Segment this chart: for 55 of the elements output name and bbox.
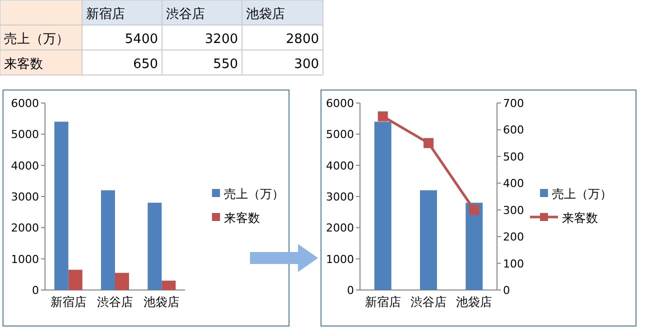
data-label: 2800	[286, 32, 319, 47]
y-tick-label: 2000	[326, 222, 354, 235]
bar	[162, 280, 176, 290]
x-tick-label: 渋谷店	[97, 295, 133, 309]
data-label: 5400	[124, 32, 158, 47]
bar	[420, 190, 437, 290]
bar	[101, 190, 115, 290]
data-label: 300	[294, 57, 319, 72]
bar	[68, 270, 82, 290]
y2-tick-label: 0	[503, 284, 510, 297]
y-tick-label: 6000	[11, 97, 39, 110]
bar	[466, 202, 483, 290]
x-tick-label: 池袋店	[144, 295, 180, 309]
x-tick-label: 新宿店	[50, 295, 86, 309]
y-tick-label: 0	[347, 284, 354, 297]
data-label: 3200	[204, 32, 238, 47]
y-tick-label: 1000	[326, 252, 354, 266]
y2-tick-label: 200	[503, 230, 524, 244]
y-tick-label: 3000	[11, 190, 39, 204]
y-tick-label: 6000	[326, 97, 354, 110]
legend-label: 来客数	[562, 211, 598, 225]
y-tick-label: 4000	[326, 159, 354, 172]
x-tick-label: 池袋店	[456, 295, 492, 309]
point	[424, 138, 434, 148]
y-tick-label: 3000	[326, 190, 354, 204]
point	[469, 204, 480, 215]
y-tick-label: 5000	[11, 128, 39, 142]
x-tick-label: 渋谷店	[410, 295, 446, 309]
legend-label: 売上（万）	[552, 187, 612, 201]
data-label: 550	[213, 57, 238, 72]
category-label: 池袋店	[246, 6, 285, 22]
y-tick-label: 2000	[11, 222, 39, 235]
bar	[54, 122, 68, 290]
y2-tick-label: 600	[503, 124, 524, 137]
legend-label: 売上（万）	[224, 187, 284, 201]
y-tick-label: 4000	[11, 159, 39, 172]
category-label: 渋谷店	[166, 6, 205, 22]
bar	[148, 202, 162, 290]
legend-label: 来客数	[224, 211, 260, 225]
category-label: 新宿店	[86, 6, 125, 22]
bar	[374, 122, 392, 290]
text: 来客数	[4, 56, 43, 72]
y-tick-label: 0	[32, 284, 39, 297]
y2-tick-label: 300	[503, 204, 524, 217]
y2-tick-label: 100	[503, 257, 524, 270]
text: 売上（万）	[4, 32, 69, 47]
x-tick-label: 新宿店	[364, 295, 401, 309]
y-tick-label: 1000	[11, 252, 39, 266]
data-label: 650	[133, 57, 158, 72]
y2-tick-label: 500	[503, 150, 524, 164]
y2-tick-label: 400	[503, 177, 524, 190]
y-tick-label: 5000	[326, 128, 354, 142]
bar	[115, 272, 129, 290]
point	[378, 111, 388, 122]
y2-tick-label: 700	[503, 97, 524, 110]
